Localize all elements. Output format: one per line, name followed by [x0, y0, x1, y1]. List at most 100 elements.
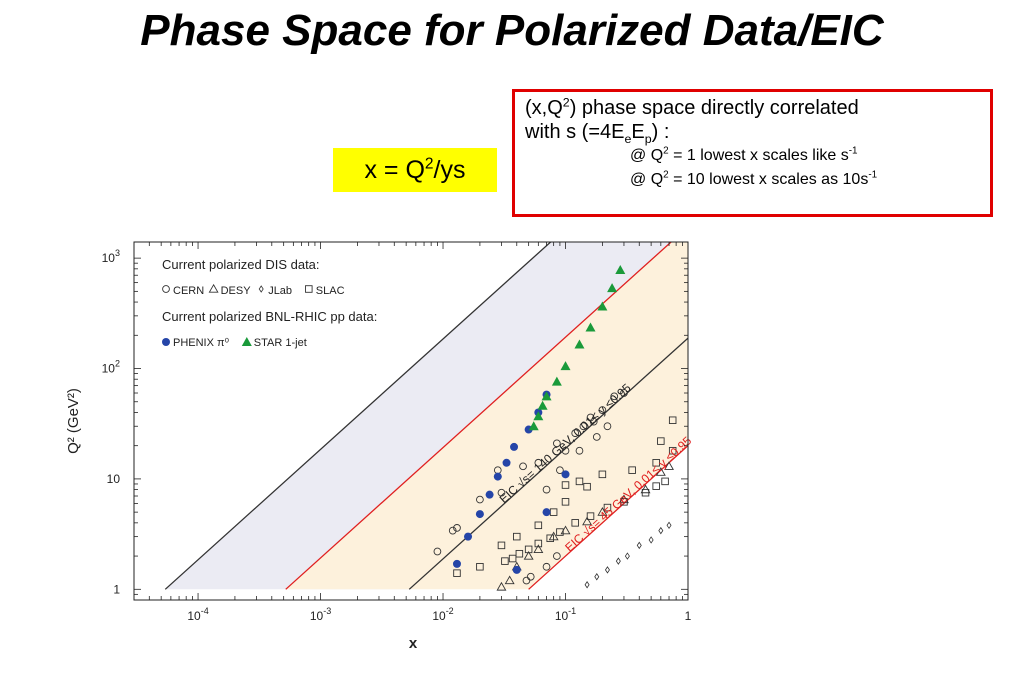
data-point [560, 361, 571, 371]
series-jlab [584, 521, 672, 589]
eic45-low-line [285, 242, 673, 590]
data-point [657, 437, 665, 445]
data-point [561, 446, 570, 455]
data-point [618, 494, 629, 504]
note-sup: 2 [562, 95, 570, 110]
series-cern [433, 389, 628, 585]
data-point [652, 459, 660, 467]
data-point [464, 532, 473, 541]
slide-title: Phase Space for Polarized Data/EIC [140, 6, 884, 55]
data-point [628, 466, 636, 474]
data-point [448, 526, 457, 535]
data-point [553, 552, 561, 560]
data-point [496, 581, 507, 591]
data-point [542, 562, 551, 571]
data-point [574, 339, 585, 349]
data-point [664, 461, 675, 470]
data-point [515, 549, 524, 558]
data-point [652, 482, 660, 490]
data-point [584, 581, 590, 589]
data-point [528, 421, 539, 431]
note-text: with s (=4E [525, 121, 625, 143]
data-point [513, 532, 521, 541]
y-tick-label: 1 [113, 582, 120, 596]
data-point [556, 528, 564, 536]
x-tick-label: 1 [685, 609, 692, 623]
y-tick-label: 103 [102, 248, 120, 265]
data-point [615, 265, 626, 275]
data-point [497, 488, 506, 497]
data-point [523, 550, 534, 560]
data-point [508, 554, 517, 563]
data-point [533, 544, 544, 553]
eic140-high-line [408, 337, 688, 590]
data-point [533, 411, 544, 421]
data-point [592, 433, 601, 441]
data-point [524, 545, 533, 554]
legend-label: SLAC [316, 285, 345, 297]
data-point [610, 392, 619, 401]
data-point [586, 512, 595, 520]
legend-label: PHENIX π⁰ [173, 337, 230, 349]
data-point [607, 283, 618, 293]
note-text: (x,Q [525, 97, 563, 119]
data-point [571, 519, 579, 527]
data-point [534, 539, 543, 548]
data-point [585, 322, 596, 332]
note-sup: 2 [663, 169, 669, 181]
data-point [579, 422, 588, 431]
data-point [636, 541, 642, 550]
y-tick-label: 10 [107, 472, 121, 486]
legend-label: CERN [173, 285, 204, 297]
legend-heading-rhic: Current polarized BNL-RHIC pp data: [162, 309, 377, 324]
note-text: @ Q [630, 171, 664, 188]
data-point [553, 439, 561, 448]
data-point [485, 490, 494, 499]
data-point [648, 536, 654, 544]
legend-label: JLab [268, 285, 292, 297]
note-text: ) phase space directly correlated [569, 97, 859, 119]
formula-box: x = Q2/ys [333, 148, 497, 192]
data-point [542, 508, 551, 517]
data-point [561, 498, 570, 506]
eic45-high-line [528, 444, 688, 590]
data-point [668, 416, 677, 424]
data-point [655, 467, 666, 476]
data-point [597, 301, 608, 311]
band-eic-45 [285, 242, 688, 590]
note-line-2: with s (=4EeEp) : [525, 120, 980, 145]
data-point [571, 429, 580, 437]
data-point [624, 552, 630, 560]
data-point [453, 524, 461, 532]
data-point [661, 477, 669, 486]
note-text: ) : [651, 121, 670, 143]
data-point [575, 446, 584, 455]
data-point [620, 498, 628, 506]
data-point [519, 462, 527, 471]
data-point [603, 503, 612, 512]
data-point [501, 557, 509, 565]
data-point [510, 442, 519, 451]
data-point [594, 573, 600, 581]
series-star-1-jet [528, 265, 626, 431]
note-text: @ Q [630, 147, 664, 164]
x-axis-label: x [409, 635, 418, 652]
data-point [668, 446, 677, 455]
data-point [452, 559, 461, 568]
data-point [541, 391, 552, 401]
legend-marker [258, 285, 264, 293]
formula-lhs: x = Q [364, 156, 425, 184]
data-point [598, 470, 607, 479]
x-tick-label: 10-2 [432, 606, 453, 623]
legend-marker [305, 285, 313, 293]
data-point [546, 534, 554, 543]
data-point [589, 417, 598, 426]
note-box: (x,Q2) phase space directly correlated w… [512, 89, 993, 217]
data-point [502, 458, 511, 467]
formula-rhs: /ys [433, 156, 466, 184]
data-point [497, 541, 506, 550]
data-point [537, 400, 548, 410]
legend-marker [208, 283, 219, 293]
note-text: E [631, 121, 645, 143]
